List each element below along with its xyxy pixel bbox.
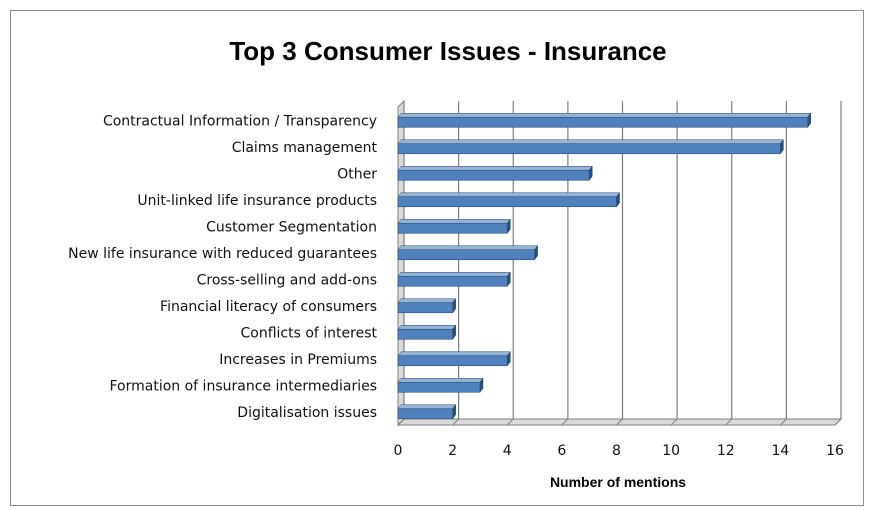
bar: [397, 275, 508, 287]
x-axis-title: Number of mentions: [550, 474, 686, 490]
gridline-floor: [725, 418, 733, 426]
bar-top: [397, 298, 457, 303]
category-label: Unit-linked life insurance products: [137, 193, 377, 209]
bar-top: [397, 192, 620, 197]
bar: [397, 328, 453, 340]
gridline-floor: [616, 418, 623, 426]
category-label: Conflicts of interest: [240, 325, 377, 341]
bars: [397, 112, 812, 420]
x-tick-label: 0: [394, 443, 403, 459]
x-tick-label: 16: [826, 443, 844, 459]
bar-top: [397, 113, 812, 118]
bar: [397, 143, 781, 155]
gridline-floor: [561, 418, 569, 426]
gridline-floor: [506, 418, 514, 426]
bar-chart: Top 3 Consumer Issues - Insurance Contra…: [68, 36, 844, 490]
category-labels: Contractual Information / Transparency Cl…: [68, 113, 377, 421]
gridline-floor: [670, 418, 678, 426]
x-tick-label: 14: [771, 443, 789, 459]
category-label: Other: [337, 166, 377, 182]
chart-frame: Top 3 Consumer Issues - Insurance Contra…: [10, 10, 864, 506]
x-tick-label: 12: [717, 443, 735, 459]
bar-top: [397, 351, 511, 356]
category-label: Financial literacy of consumers: [160, 299, 377, 315]
bar: [397, 408, 453, 420]
gridline-floor: [780, 418, 787, 426]
bar-top: [397, 325, 457, 330]
bar-top: [397, 219, 511, 224]
x-tick-label: 2: [448, 443, 457, 459]
bar-top: [397, 378, 484, 383]
bar: [397, 355, 508, 367]
bar: [397, 169, 590, 181]
category-label: Claims management: [232, 140, 378, 156]
category-label: Increases in Premiums: [219, 352, 377, 368]
x-tick-label: 8: [612, 443, 621, 459]
x-tick-label: 6: [557, 443, 566, 459]
x-tick-label: 4: [503, 443, 512, 459]
category-label: New life insurance with reduced guarante…: [68, 246, 377, 262]
bar-top: [397, 166, 593, 171]
gridline-floor: [397, 418, 405, 426]
bar: [397, 222, 508, 234]
x-tick-labels: 0 2 4 6 8 10 12 14 16: [394, 443, 844, 459]
bar: [397, 196, 617, 208]
category-label: Digitalisation issues: [237, 405, 377, 421]
category-label: Customer Segmentation: [206, 219, 377, 235]
gridline-floor: [834, 418, 842, 426]
chart-title: Top 3 Consumer Issues - Insurance: [229, 36, 666, 66]
bar-top: [397, 272, 511, 277]
category-label: Cross-selling and add-ons: [197, 272, 377, 288]
category-label: Formation of insurance intermediaries: [110, 378, 378, 394]
x-tick-label: 10: [662, 443, 680, 459]
bar: [397, 249, 535, 261]
bar: [397, 302, 453, 314]
bar: [397, 116, 808, 128]
bar-top: [397, 404, 457, 409]
bar-top: [397, 139, 784, 144]
bar: [397, 381, 481, 393]
category-label: Contractual Information / Transparency: [103, 113, 377, 129]
gridline-floor: [452, 418, 459, 426]
bar-top: [397, 245, 539, 250]
